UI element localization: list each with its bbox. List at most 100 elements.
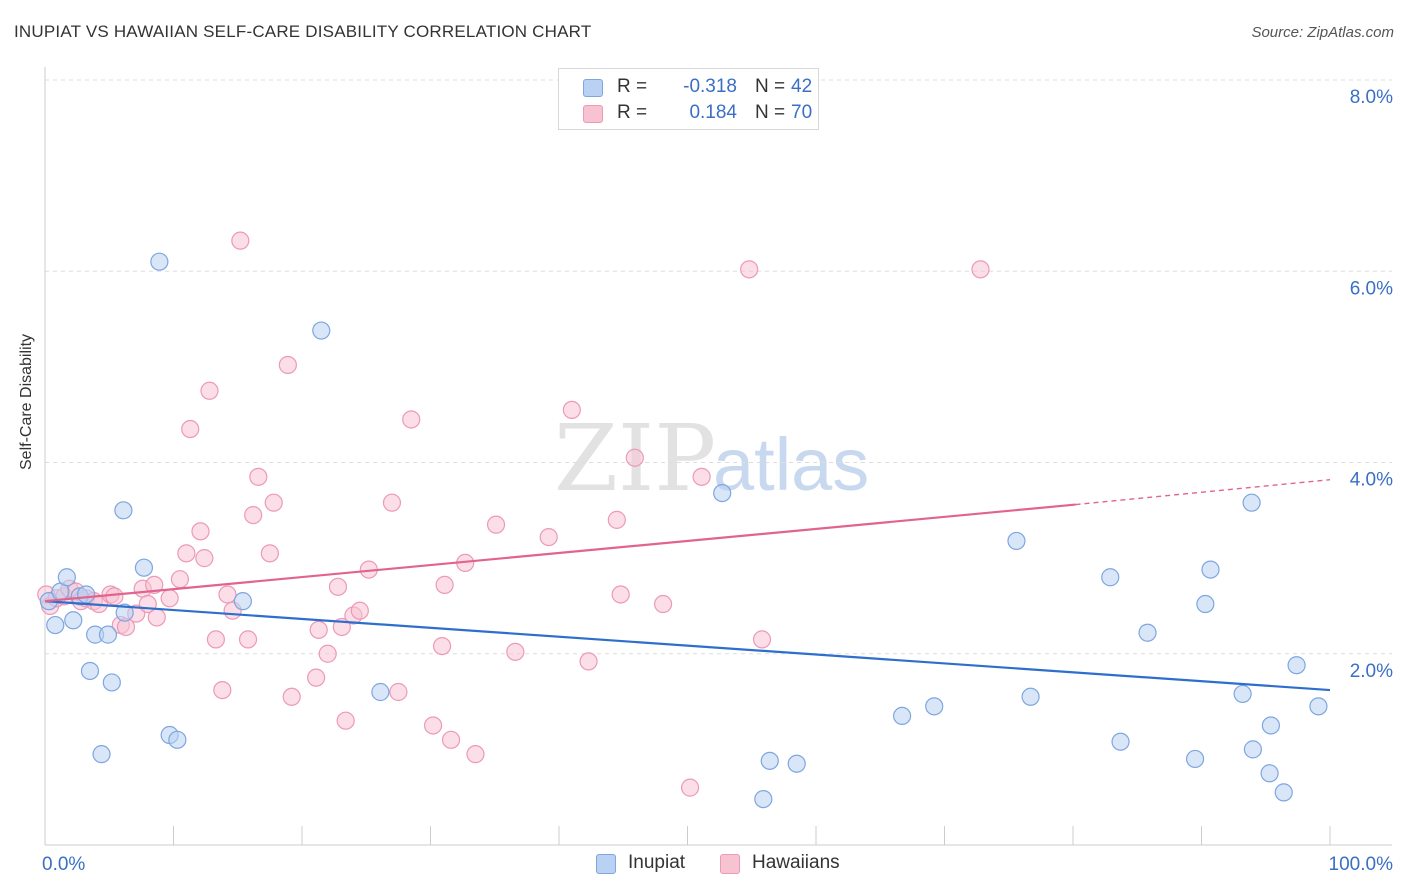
inupiat-point [1242, 493, 1261, 512]
hawaiian-point [740, 260, 759, 279]
hawaiian-point [195, 549, 214, 568]
inupiat-point [1287, 656, 1306, 675]
hawaiian-point [402, 410, 421, 429]
source-label: Source: ZipAtlas.com [1251, 24, 1394, 41]
trend-lines [44, 479, 1331, 692]
hawaiian-point [191, 522, 210, 541]
watermark-atlas: atlas [713, 423, 869, 506]
inupiat-point [102, 673, 121, 692]
hawaiian-point [752, 630, 772, 649]
y-axis-label: Self-Care Disability [18, 333, 35, 470]
legend-n-value: 42 [791, 76, 813, 97]
inupiat-point [1201, 560, 1220, 579]
hawaiian-point [231, 231, 250, 250]
inupiat-point [77, 585, 96, 604]
hawaiian-point [328, 577, 348, 596]
legend-swatch-hawaiians [583, 105, 603, 123]
hawaiian-point [382, 493, 402, 512]
hawaiian-point [579, 652, 598, 671]
inupiat-point [1007, 531, 1026, 551]
inupiat-point [46, 615, 65, 635]
inupiat-point [1260, 764, 1279, 783]
hawaiian-point [441, 730, 461, 749]
hawaiian-point [562, 400, 581, 420]
hawaiian-point [213, 680, 232, 700]
hawaiian-point [147, 608, 166, 627]
hawaiian-point [282, 687, 301, 706]
inupiat-point [1021, 687, 1040, 706]
inupiat-point [760, 751, 779, 770]
hawaiian-point [218, 585, 237, 604]
hawaiian-point [607, 510, 626, 529]
bottom-legend-swatch-hawaiians [720, 854, 740, 874]
inupiat-point [92, 745, 111, 764]
inupiat-point [57, 568, 76, 587]
bottom-legend-swatch-inupiat [596, 854, 616, 874]
y-tick-label: 6.0% [1350, 278, 1393, 299]
hawaiian-point [181, 419, 200, 439]
inupiat-point [1101, 568, 1120, 587]
series-inupiat-points [39, 252, 1328, 809]
hawaiian-point [170, 570, 190, 589]
hawaiian-point [466, 745, 485, 764]
legend-r-label: R = [617, 76, 648, 97]
chart-title: INUPIAT VS HAWAIIAN SELF-CARE DISABILITY… [14, 22, 592, 41]
hawaiian-point [105, 587, 124, 606]
hawaiian-point [435, 575, 454, 595]
hawaiian-point [200, 381, 219, 400]
hawaiian-point [278, 355, 297, 375]
inupiat-point [98, 625, 118, 644]
legend: R = -0.318 N = 42 R = 0.184 N = 70 [558, 68, 819, 130]
legend-n-label: N = [755, 102, 786, 123]
hawaiian-point [260, 544, 279, 563]
y-tick-label: 4.0% [1350, 470, 1393, 491]
inupiat-point [64, 611, 83, 630]
bottom-legend-label-hawaiians: Hawaiians [752, 852, 840, 873]
inupiat-point [1243, 740, 1263, 759]
inupiat-point [787, 754, 806, 773]
trend-line-inupiat [44, 600, 1331, 692]
hawaiian-point [389, 682, 408, 702]
hawaiian-point [692, 467, 711, 486]
inupiat-point [233, 592, 252, 611]
legend-r-value: -0.318 [683, 76, 737, 97]
inupiat-point [150, 252, 169, 271]
watermark: ZIP atlas [554, 405, 869, 512]
hawaiian-point [611, 585, 630, 604]
legend-n-label: N = [755, 76, 786, 97]
x-tick-label-max: 100.0% [1329, 854, 1394, 875]
inupiat-point [371, 682, 390, 702]
hawaiian-point [336, 711, 355, 730]
inupiat-point [114, 501, 133, 520]
trend-line-hawaiians [44, 503, 1076, 603]
hawaiian-point [318, 644, 337, 663]
hawaiian-point [160, 589, 179, 608]
hawaiian-point [264, 493, 283, 512]
bottom-legend-label-inupiat: Inupiat [628, 852, 686, 873]
legend-r-label: R = [617, 102, 648, 123]
hawaiian-point [680, 778, 700, 797]
x-tick-label-min: 0.0% [42, 854, 85, 875]
hawaiian-point [244, 505, 263, 525]
axes [44, 67, 1392, 846]
hawaiian-point [432, 636, 452, 656]
grid-lines [45, 79, 1392, 655]
legend-r-value: 0.184 [689, 102, 737, 123]
y-tick-label: 2.0% [1350, 661, 1393, 682]
inupiat-point [80, 661, 100, 681]
inupiat-point [1138, 623, 1157, 642]
hawaiian-point [971, 260, 990, 279]
trend-line-hawaiians-extrapolated [1075, 479, 1331, 506]
inupiat-point [1309, 697, 1328, 716]
inupiat-point [115, 603, 134, 622]
inupiat-point [1111, 732, 1130, 751]
hawaiian-point [423, 716, 443, 735]
hawaiian-point [238, 630, 258, 649]
inupiat-point [1196, 594, 1215, 614]
hawaiian-point [145, 575, 164, 595]
inupiat-point [1185, 749, 1205, 769]
y-tick-labels: 2.0% 4.0% 6.0% 8.0% [1350, 87, 1393, 682]
hawaiian-point [539, 527, 558, 547]
inupiat-point [1261, 716, 1280, 735]
